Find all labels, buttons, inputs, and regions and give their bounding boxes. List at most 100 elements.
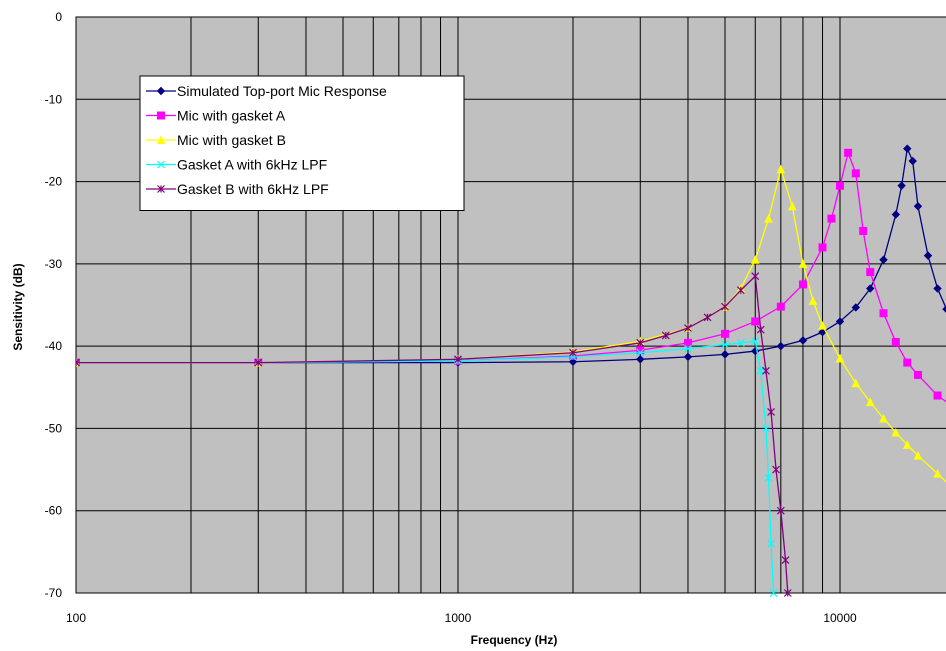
data-point [683,352,693,362]
data-point [851,169,860,178]
legend-label: Simulated Top-port Mic Response [177,83,387,99]
data-point [781,556,790,565]
data-point [933,391,942,400]
data-point [568,357,578,366]
data-point [933,284,942,293]
data-point [736,338,745,347]
data-point [636,338,645,347]
legend-label: Mic with gasket B [177,132,286,148]
data-point [736,286,745,295]
data-point [661,331,670,340]
data-point [636,346,645,355]
data-point [903,358,912,367]
x-axis-ticks: 100 1000 10000 [66,611,857,625]
data-point [762,424,770,433]
data-point [454,355,462,364]
data-point [721,302,729,311]
data-point [636,348,645,357]
data-point [879,413,888,423]
data-point [756,325,765,334]
data-point [818,320,827,330]
x-axis-title: Frequency (Hz) [471,633,558,647]
data-point [764,473,773,482]
series-line [76,274,789,594]
data-point [721,329,730,338]
legend-label: Mic with gasket A [177,108,286,124]
data-point [772,465,780,474]
legend-box [139,75,465,211]
data-point [769,589,778,597]
data-point [891,210,901,219]
data-point [767,408,775,416]
data-point [798,280,807,289]
data-point [751,317,760,326]
data-point [913,202,923,211]
data-point [913,450,923,460]
legend-marker [157,185,165,193]
legend: Simulated Top-port Mic Response Mic with … [139,75,465,211]
data-point [891,427,901,437]
data-point [908,156,917,166]
legend-item: Simulated Top-port Mic Response [146,83,387,99]
data-point [764,213,773,223]
data-point [913,370,922,379]
legend-item: Gasket A with 6kHz LPF [146,157,327,173]
data-point [750,255,760,264]
data-point [569,348,577,357]
y-tick-label: -40 [45,339,63,353]
data-point [636,355,645,364]
y-tick-label: -60 [45,504,63,518]
data-point [703,313,712,322]
data-point [684,324,692,332]
data-point [720,350,730,359]
data-point [827,214,836,223]
data-point [767,539,775,548]
data-point [808,296,818,305]
x-tick-label: 10000 [823,611,857,625]
series-line [76,146,946,364]
data-point [783,589,792,597]
legend-label: Gasket B with 6kHz LPF [177,181,329,197]
series-1 [76,148,946,403]
legend-label: Gasket A with 6kHz LPF [177,157,327,173]
y-axis-ticks: 0 -10 -20 -30 -40 -50 -60 -70 [45,10,63,600]
data-point [776,302,785,311]
legend-item: Mic with gasket A [146,108,286,124]
data-point [721,340,729,349]
legend-item: Mic with gasket B [146,132,286,148]
data-point [751,272,760,281]
data-point [879,255,888,264]
y-tick-label: -20 [45,175,63,189]
data-point [254,358,263,367]
data-point [836,181,844,190]
series-line [76,340,775,594]
data-point [684,344,692,353]
data-point [776,506,785,515]
data-point [835,353,845,363]
data-point [776,164,786,174]
y-tick-label: -10 [45,92,63,106]
series-4 [76,272,792,597]
x-tick-label: 100 [66,611,86,625]
data-point [844,148,853,157]
legend-marker [156,135,166,144]
data-point [798,259,808,268]
data-point [798,336,808,345]
data-point [923,251,933,260]
data-point [897,181,906,190]
legend-marker [156,86,166,96]
data-point [751,337,760,346]
data-point [762,366,770,375]
data-point [859,226,868,235]
series-lines [76,144,946,597]
legend-item: Gasket B with 6kHz LPF [146,181,329,197]
data-point [902,440,912,449]
x-tick-label: 1000 [445,611,472,625]
data-point [76,358,80,367]
data-point [891,338,900,347]
data-point [933,469,942,478]
data-point [851,303,861,312]
y-tick-label: 0 [55,10,62,24]
y-axis-title: Sensitivity (dB) [11,263,25,350]
